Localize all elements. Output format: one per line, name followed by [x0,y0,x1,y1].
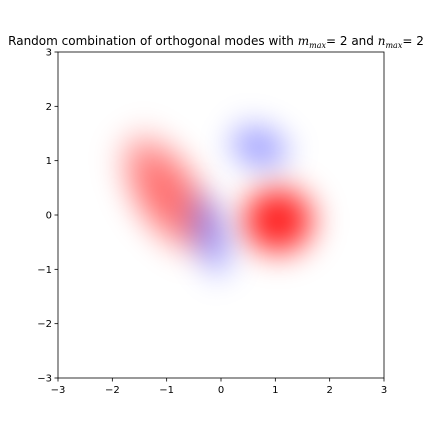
title-m-subscript: max [309,41,326,50]
mode-lobe-negative [221,117,297,177]
x-tick-label: 0 [218,385,224,396]
title-n-value: = 2 [402,34,424,48]
mode-lobe-negative [183,182,237,286]
plot-area [57,51,385,379]
title-n-subscript: max [385,41,403,50]
mode-lobe-positive [232,177,324,263]
title-prefix: Random combination of orthogonal modes w… [8,34,298,48]
y-tick-label: −2 [37,319,52,330]
x-tick-label: −3 [51,385,66,396]
x-tick-label: 3 [381,385,387,396]
y-tick-label: −1 [37,265,52,276]
axis-ticks: −3 −2 −1 0 1 2 3 −3 −2 −1 0 1 2 3 [37,48,387,397]
x-tick-label: −2 [105,385,120,396]
chart-title: Random combination of orthogonal modes w… [0,34,432,50]
x-tick-label: 1 [272,385,278,396]
title-joiner: and [347,34,378,48]
x-tick-label: 2 [326,385,332,396]
heatmap-field [113,117,324,286]
y-tick-label: 0 [46,211,52,222]
y-tick-label: 2 [46,102,52,113]
y-tick-label: 3 [46,48,52,59]
y-tick-label: −3 [37,374,52,385]
x-tick-label: −1 [159,385,174,396]
title-n-symbol: n [377,34,386,48]
title-m-value: = 2 [326,34,348,48]
title-m-symbol: m [297,34,310,48]
y-tick-label: 1 [46,156,52,167]
